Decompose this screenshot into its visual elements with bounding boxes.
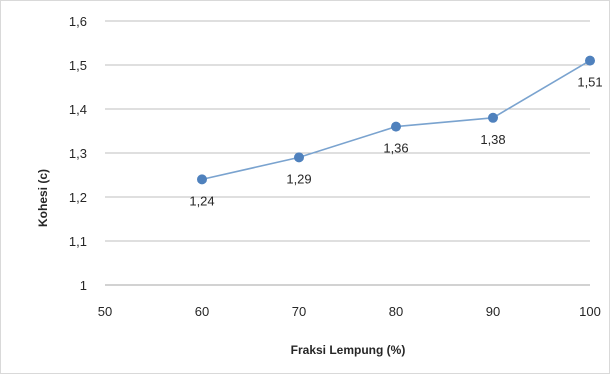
y-tick-label: 1,6 <box>69 14 87 29</box>
y-tick-label: 1,5 <box>69 58 87 73</box>
series-line <box>201 59 591 181</box>
x-axis-tick-labels: 50 60 70 80 90 100 <box>98 304 601 319</box>
y-tick-label: 1,4 <box>69 102 87 117</box>
x-tick-label: 100 <box>579 304 601 319</box>
y-tick-label: 1,2 <box>69 190 87 205</box>
x-tick-label: 80 <box>389 304 403 319</box>
gridlines <box>105 20 590 286</box>
x-tick-label: 70 <box>292 304 306 319</box>
series-group <box>197 55 595 185</box>
data-labels: 1,24 1,29 1,36 1,38 1,51 <box>189 75 602 209</box>
data-point <box>294 152 304 163</box>
data-point <box>391 121 401 132</box>
x-axis-title: Fraksi Lempung (%) <box>291 343 406 357</box>
x-tick-label: 90 <box>486 304 500 319</box>
data-point <box>585 55 595 66</box>
data-label: 1,29 <box>286 171 311 186</box>
y-tick-label: 1 <box>80 278 87 293</box>
y-tick-label: 1,3 <box>69 146 87 161</box>
data-label: 1,38 <box>480 132 505 147</box>
y-axis-tick-labels: 1 1,1 1,2 1,3 1,4 1,5 1,6 <box>69 14 87 293</box>
data-label: 1,24 <box>189 193 214 208</box>
x-tick-label: 60 <box>195 304 209 319</box>
y-axis-title: Kohesi (c) <box>36 169 50 227</box>
data-point <box>488 112 498 123</box>
data-point <box>197 174 207 185</box>
y-tick-label: 1,1 <box>69 234 87 249</box>
data-label: 1,51 <box>577 75 602 90</box>
x-tick-label: 50 <box>98 304 112 319</box>
data-label: 1,36 <box>383 141 408 156</box>
